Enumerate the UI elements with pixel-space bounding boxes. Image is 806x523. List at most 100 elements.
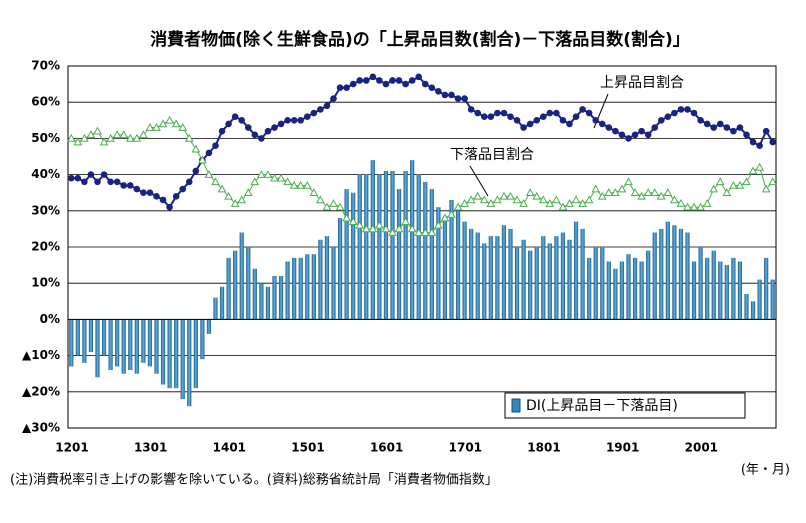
- x-tick-label: 2001: [685, 441, 718, 455]
- bar: [469, 228, 474, 320]
- bar: [521, 239, 526, 320]
- bar: [134, 319, 139, 374]
- line-marker: [348, 217, 358, 225]
- x-tick-label: 1501: [291, 441, 324, 455]
- line-marker: [184, 133, 194, 142]
- line-marker: [277, 120, 285, 128]
- bar: [272, 275, 277, 320]
- bar: [626, 254, 631, 320]
- line-marker: [533, 117, 541, 124]
- line-marker: [231, 113, 239, 120]
- line-marker: [271, 124, 278, 131]
- line-marker: [671, 109, 678, 117]
- line-marker: [441, 91, 449, 99]
- bar: [436, 207, 441, 320]
- y-tick-label: ▲30%: [22, 421, 60, 435]
- line-marker: [336, 84, 344, 92]
- line-marker: [361, 224, 371, 233]
- line-marker: [592, 117, 600, 124]
- bar: [449, 199, 454, 320]
- line-marker: [421, 80, 429, 88]
- bar: [482, 243, 487, 320]
- y-tick-label: 40%: [31, 167, 60, 181]
- bar: [462, 221, 467, 320]
- bar: [69, 319, 74, 367]
- bar: [646, 250, 651, 320]
- line-marker: [566, 120, 573, 128]
- line-marker: [420, 227, 430, 236]
- line-marker: [159, 196, 167, 204]
- line-marker: [683, 202, 692, 211]
- bar: [731, 257, 736, 320]
- line-marker: [178, 123, 188, 131]
- line-marker: [519, 199, 528, 207]
- line-marker: [284, 117, 291, 124]
- line-marker: [703, 120, 711, 128]
- line-marker: [145, 123, 155, 131]
- bar: [219, 286, 225, 320]
- line-marker: [684, 106, 691, 113]
- line-marker: [191, 144, 201, 153]
- line-marker: [428, 84, 436, 92]
- line: [71, 119, 774, 234]
- line-marker: [243, 188, 253, 196]
- line-marker: [454, 95, 462, 102]
- line-marker: [395, 77, 403, 84]
- bar: [423, 181, 428, 320]
- bar: [167, 319, 172, 389]
- bar: [711, 250, 716, 320]
- line-marker: [185, 178, 193, 186]
- line-marker: [146, 189, 154, 196]
- bar: [101, 319, 107, 356]
- line-marker: [218, 127, 226, 135]
- bar: [613, 268, 618, 320]
- line-marker: [585, 109, 593, 117]
- line-marker: [335, 202, 345, 211]
- bar: [88, 319, 94, 352]
- line-marker: [597, 191, 607, 200]
- bar: [213, 297, 218, 320]
- line-marker: [257, 170, 266, 178]
- line-marker: [381, 224, 391, 233]
- bar: [351, 192, 356, 320]
- bar: [416, 174, 421, 320]
- bar: [593, 247, 598, 320]
- line-marker: [152, 123, 161, 131]
- x-tick-label: 1601: [370, 441, 403, 455]
- line-marker: [237, 195, 247, 204]
- bar: [501, 225, 507, 320]
- bar: [705, 257, 710, 320]
- line-marker: [250, 177, 260, 186]
- bar: [147, 319, 153, 367]
- line-marker: [722, 188, 732, 196]
- line-marker: [355, 220, 365, 229]
- line-marker: [486, 199, 496, 207]
- annotation-arrow: [469, 165, 489, 197]
- bar: [750, 301, 756, 320]
- line-marker: [382, 80, 390, 88]
- line-marker: [356, 77, 364, 84]
- bar: [691, 261, 697, 320]
- bar: [587, 257, 592, 320]
- bar: [475, 232, 480, 320]
- y-tick-label: 50%: [31, 131, 60, 145]
- bar: [200, 319, 205, 360]
- line-marker: [650, 188, 660, 196]
- chart-title: 消費者物価(除く生鮮食品)の「上昇品目数(割合)－下落品目数(割合)」: [150, 29, 690, 50]
- line-marker: [322, 202, 332, 211]
- line-marker: [656, 191, 666, 200]
- x-tick-label: 1901: [606, 441, 639, 455]
- bar: [390, 170, 395, 320]
- line-marker: [697, 117, 704, 124]
- bar: [364, 174, 369, 320]
- line-marker: [453, 202, 463, 211]
- line-marker: [67, 174, 75, 182]
- line-marker: [643, 188, 653, 196]
- line-marker: [342, 213, 351, 222]
- bar: [318, 239, 323, 320]
- x-tick-label: 1301: [134, 441, 167, 455]
- line-marker: [106, 133, 115, 142]
- line-marker: [133, 185, 141, 193]
- bar: [331, 247, 336, 320]
- line-marker: [605, 124, 613, 131]
